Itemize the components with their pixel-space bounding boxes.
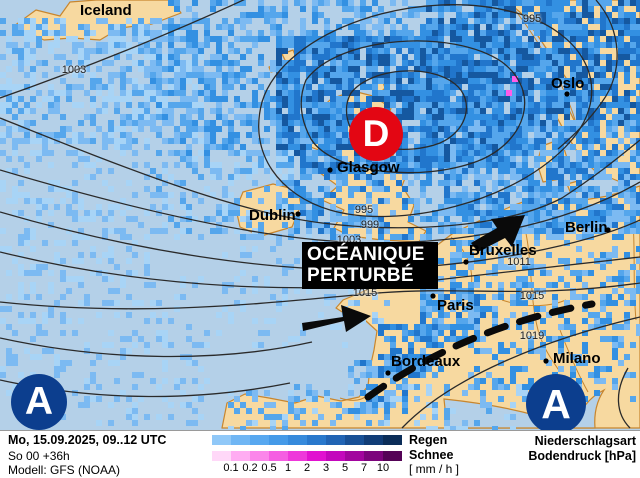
legend-right-line2: Bodendruck [hPa] [528,449,636,463]
tick-5: 5 [341,462,349,474]
tick-7: 7 [360,462,368,474]
tick-2: 2 [303,462,311,474]
city-dot-glasgow [327,167,333,173]
tick-10: 10 [376,462,390,474]
city-dot-oslo [564,91,570,97]
annotation-line2: PERTURBÉ [307,265,414,286]
precip-color-scale: 0.1 0.2 0.5 1 2 3 5 7 10 [212,434,404,476]
flow-arrows [302,215,525,332]
tick-0.5: 0.5 [261,462,277,474]
flow-arrow-icon [471,215,525,252]
city-dot-milano [543,358,549,364]
city-dot-bordeaux [385,370,391,376]
tick-0.2: 0.2 [242,462,258,474]
city-dot-bruxelles [463,259,469,265]
map-canvas: 1003 995 995 999 1003 1015 1011 1015 1019 Iceland… [0,0,640,430]
scale-tick-labels: 0.1 0.2 0.5 1 2 3 5 7 10 [212,462,404,475]
annotation-box: OCÉANIQUE PERTURBÉ [302,242,438,289]
city-dots [295,91,611,376]
snow-color-bar [212,451,402,461]
annotation-line1: OCÉANIQUE [307,244,425,265]
legend-datetime: Mo, 15.09.2025, 09..12 UTC [8,433,167,447]
rain-scale-label: Regen [409,433,448,447]
tick-1: 1 [284,462,292,474]
legend-model: Modell: GFS (NOAA) [8,463,121,477]
map-graphics [0,0,640,430]
tick-3: 3 [322,462,330,474]
precipitation-layer [0,0,640,430]
flow-arrow-icon [302,305,371,332]
legend-run-offset: So 00 +36h [8,449,70,463]
city-dot-paris [430,293,436,299]
legend-right-line1: Niederschlagsart [534,434,636,448]
tick-0.1: 0.1 [223,462,239,474]
legend-bar: Mo, 15.09.2025, 09..12 UTC So 00 +36h Mo… [0,430,640,478]
city-dot-dublin [295,211,301,217]
snow-scale-label: Schnee [409,448,454,462]
rain-color-bar [212,435,402,445]
city-dot-berlin [605,227,611,233]
unit-label: [ mm / h ] [409,462,460,476]
front-line-dashed [364,300,596,401]
